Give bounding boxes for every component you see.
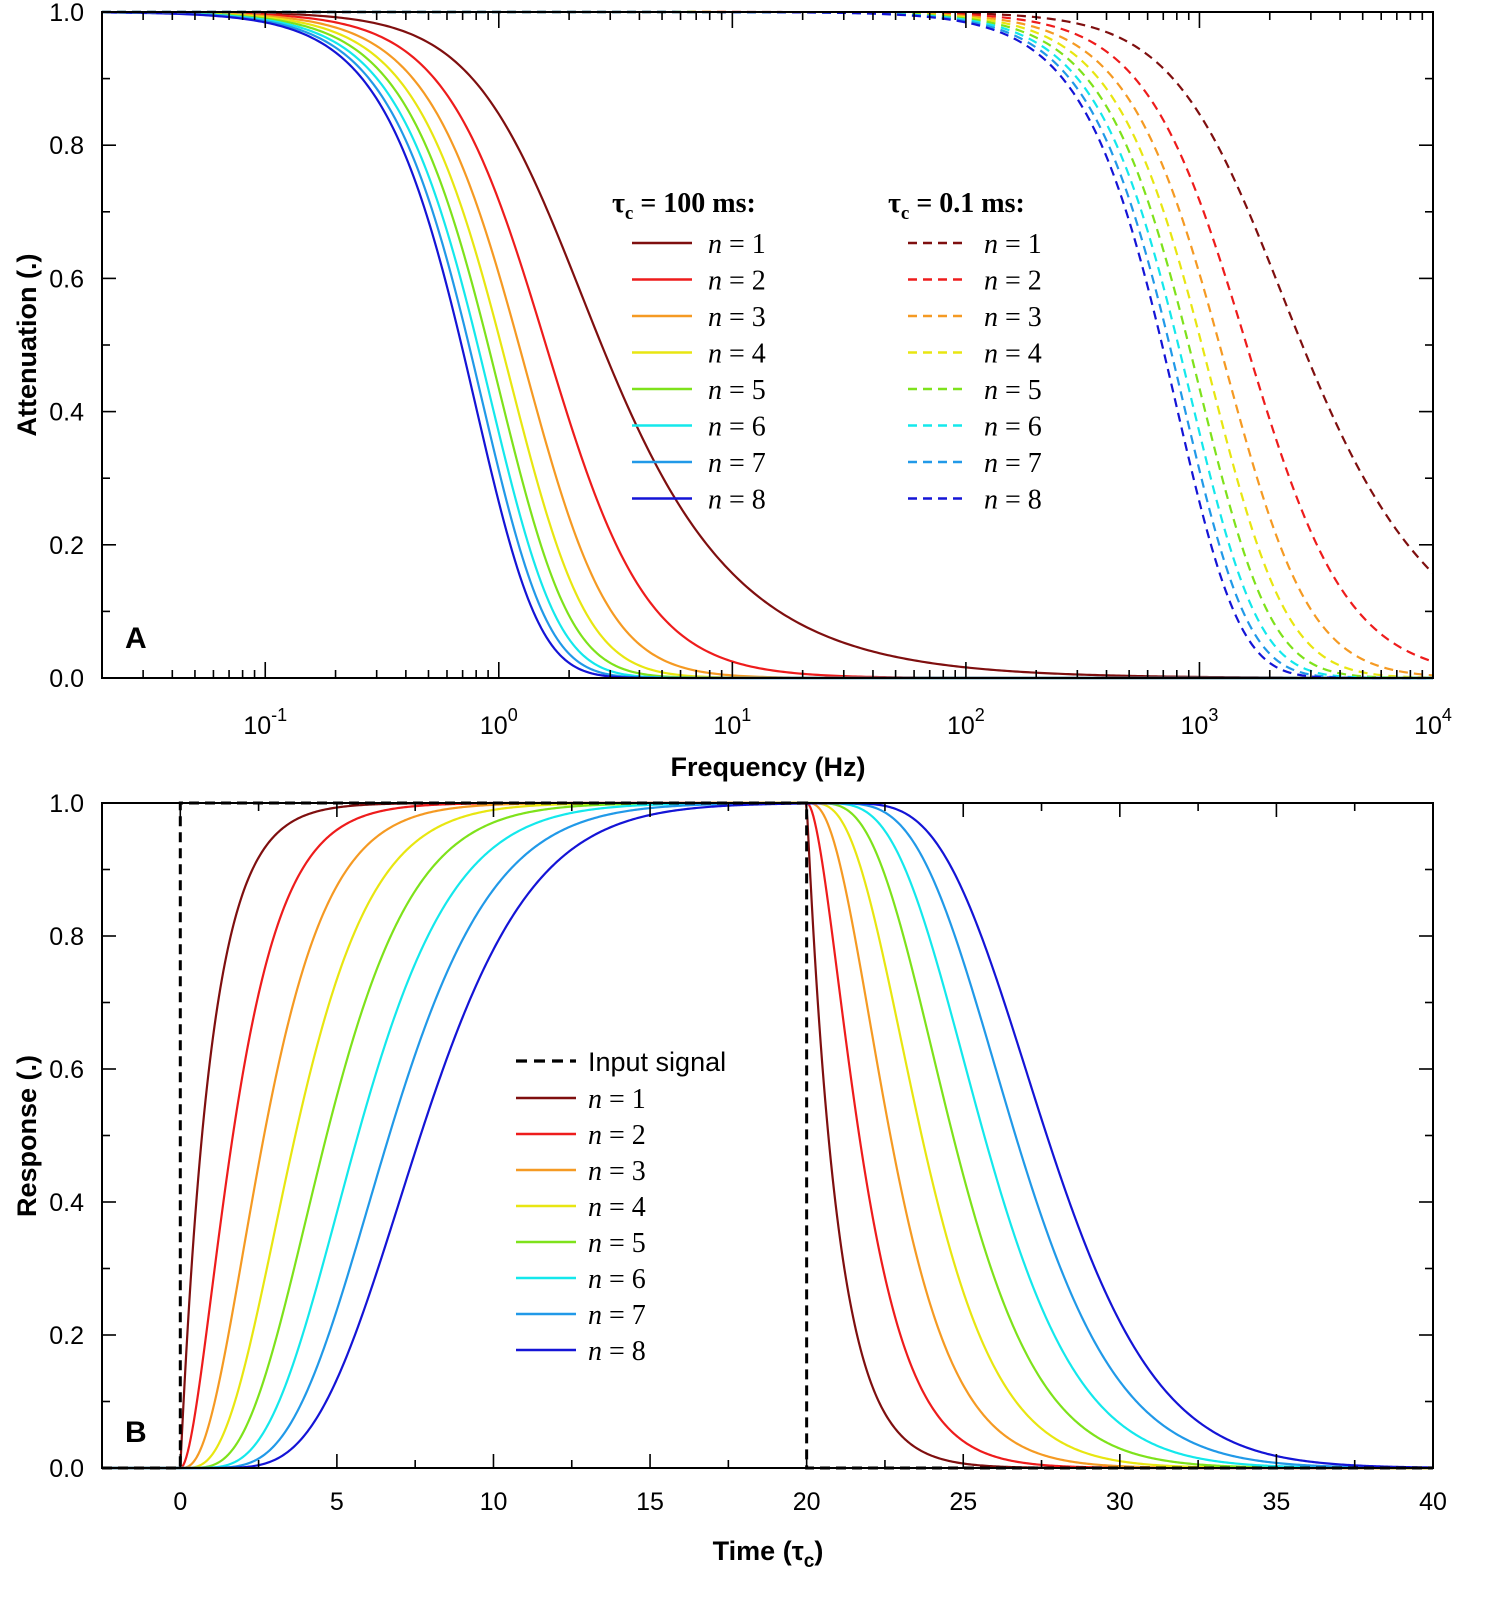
panel-a-legend-entry: n = 8 <box>984 485 1042 516</box>
panel-b-curves <box>102 801 1434 1470</box>
panel-a-legend-entry: n = 2 <box>708 266 766 297</box>
panel-b-x-axis-title-end: ) <box>814 1536 823 1566</box>
panel-a-curves <box>101 10 1434 680</box>
panel-a-y-tick-label: 0.8 <box>49 132 84 160</box>
panel-a-x-tick-label: 101 <box>713 705 751 740</box>
panel-b-y-tick-label: 1.0 <box>49 790 84 818</box>
panel-b-x-tick-label: 35 <box>1263 1488 1291 1516</box>
panel-a-y-tick-label: 0.2 <box>49 532 84 560</box>
panel-b-legend-entry: n = 7 <box>588 1300 646 1331</box>
response-curve-n7 <box>102 802 1434 1470</box>
panel-a-y-axis-title: Attenuation (.) <box>12 254 42 437</box>
panel-b-x-axis-title-main: Time (τ <box>713 1536 804 1566</box>
panel-b-x-tick-label: 30 <box>1106 1488 1134 1516</box>
response-curve-n5 <box>102 801 1433 1470</box>
panel-a-y-tick-label: 0.6 <box>49 265 84 293</box>
panel-a-legend-entry: n = 3 <box>984 302 1042 333</box>
attenuation-curve-tau0p1ms-n6 <box>102 10 1433 680</box>
panel-b-x-tick-label: 15 <box>636 1488 664 1516</box>
attenuation-curve-tau100ms-n4 <box>101 11 1433 680</box>
panel-a-legend-entry: n = 5 <box>708 375 766 406</box>
panel-b-legend-entry: n = 6 <box>588 1264 646 1295</box>
panel-a-legend-entry: n = 6 <box>708 412 766 443</box>
attenuation-curve-tau0p1ms-n8 <box>102 10 1433 680</box>
panel-b-y-tick-label: 0.6 <box>49 1056 84 1084</box>
panel-a-legend-entry: n = 4 <box>984 339 1042 370</box>
panel-b-legend-input-label: Input signal <box>588 1047 726 1077</box>
panel-a-legend-heading: τc = 100 ms: <box>612 188 756 224</box>
panel-b-plot-frame <box>101 802 1434 1469</box>
panel-a-legend-entry: n = 1 <box>708 229 766 260</box>
panel-a-legend-entry: n = 6 <box>984 412 1042 443</box>
panel-a-x-tick-label: 100 <box>480 705 518 740</box>
panel-b-x-tick-label: 10 <box>480 1488 508 1516</box>
panel-b-legend-entry: n = 8 <box>588 1336 646 1367</box>
panel-a-x-tick-label: 102 <box>947 705 985 740</box>
panel-b-y-axis-title: Response (.) <box>12 1055 42 1217</box>
attenuation-curve-tau0p1ms-n3 <box>102 10 1434 677</box>
panel-b-y-tick-label: 0.8 <box>49 923 84 951</box>
panel-b-legend-entry: n = 1 <box>588 1084 646 1115</box>
response-curve-n8 <box>102 802 1434 1470</box>
panel-b-ticks: 0 5 10 15 20 25 30 35 40 0.0 0.2 0.4 0.6 0.8 1.0 <box>49 790 1447 1516</box>
response-curve-n2 <box>102 801 1433 1470</box>
panel-b-y-tick-label: 0.0 <box>49 1455 84 1483</box>
attenuation-curve-tau100ms-n3 <box>101 11 1433 680</box>
panel-a-label: A <box>125 622 147 655</box>
panel-a-legend-entry: n = 1 <box>984 229 1042 260</box>
panel-b-x-tick-label: 0 <box>173 1488 187 1516</box>
panel-b-x-tick-label: 40 <box>1419 1488 1447 1516</box>
panel-b-legend: Input signal n = 1 n = 2 n = 3 n = 4 n = 5 n =… <box>516 1047 726 1367</box>
panel-b-legend-entry: n = 2 <box>588 1120 646 1151</box>
panel-b-label: B <box>125 1416 147 1449</box>
attenuation-curve-tau100ms-n1 <box>101 10 1433 679</box>
panel-b-y-tick-label: 0.2 <box>49 1322 84 1350</box>
panel-b-x-tick-label: 20 <box>793 1488 821 1516</box>
panel-b-legend-entry: n = 4 <box>588 1192 646 1223</box>
panel-b-x-tick-label: 5 <box>330 1488 344 1516</box>
panel-a-legend-entry: n = 5 <box>984 375 1042 406</box>
panel-a-x-tick-label: 104 <box>1414 705 1452 740</box>
panel-a-legend-entry: n = 8 <box>708 485 766 516</box>
panel-b-legend-entry: n = 5 <box>588 1228 646 1259</box>
panel-a-legend-entry: n = 2 <box>984 266 1042 297</box>
attenuation-curve-tau0p1ms-n2 <box>102 10 1434 663</box>
attenuation-curve-tau0p1ms-n4 <box>102 10 1434 679</box>
attenuation-curve-tau0p1ms-n7 <box>102 10 1433 680</box>
panel-a-legend: τc = 100 ms: n = 1 n = 2 n = 3 n = 4 n = 5 n =… <box>612 188 1042 516</box>
panel-b-response-chart: 0 5 10 15 20 25 30 35 40 0.0 0.2 0.4 0.6 0.8 1.0 B Tim… <box>12 790 1447 1568</box>
panel-a-plot-frame <box>101 11 1434 679</box>
response-curve-n3 <box>102 801 1433 1470</box>
panel-b-x-tick-label: 25 <box>949 1488 977 1516</box>
attenuation-curve-tau100ms-n2 <box>102 11 1433 680</box>
panel-b-x-axis-title: Time (τc) <box>713 1536 824 1568</box>
panel-a-legend-entry: n = 3 <box>708 302 766 333</box>
input-signal-line <box>102 801 1433 1470</box>
response-curve-n4 <box>102 801 1433 1470</box>
attenuation-curve-tau100ms-n6 <box>101 11 1433 680</box>
response-curve-n6 <box>102 801 1433 1470</box>
panel-a-y-tick-label: 1.0 <box>49 0 84 27</box>
attenuation-curve-tau100ms-n7 <box>101 11 1433 680</box>
panel-b-x-axis-title-sub: c <box>804 1551 815 1568</box>
panel-a-x-axis-title: Frequency (Hz) <box>670 752 865 782</box>
panel-a-x-tick-label: 103 <box>1181 705 1219 740</box>
panel-a-legend-entry: n = 7 <box>708 448 766 479</box>
panel-a-x-tick-label: 10-1 <box>243 705 287 740</box>
panel-a-y-tick-label: 0.0 <box>49 665 84 693</box>
panel-a-legend-entry: n = 4 <box>708 339 766 370</box>
attenuation-curve-tau0p1ms-n5 <box>102 10 1434 680</box>
panel-a-y-tick-label: 0.4 <box>49 399 84 427</box>
attenuation-curve-tau100ms-n5 <box>101 11 1433 680</box>
response-curve-n1 <box>102 801 1433 1470</box>
attenuation-curve-tau0p1ms-n1 <box>102 10 1434 575</box>
panel-b-legend-entry: n = 3 <box>588 1156 646 1187</box>
panel-a-legend-entry: n = 7 <box>984 448 1042 479</box>
panel-b-y-tick-label: 0.4 <box>49 1189 84 1217</box>
panel-a-ticks: 10-1 100 101 102 103 104 0.0 0.2 0.4 0.6 0.8 1.0 <box>49 0 1452 740</box>
attenuation-curve-tau100ms-n8 <box>101 11 1433 680</box>
panel-a-legend-heading: τc = 0.1 ms: <box>888 188 1025 224</box>
